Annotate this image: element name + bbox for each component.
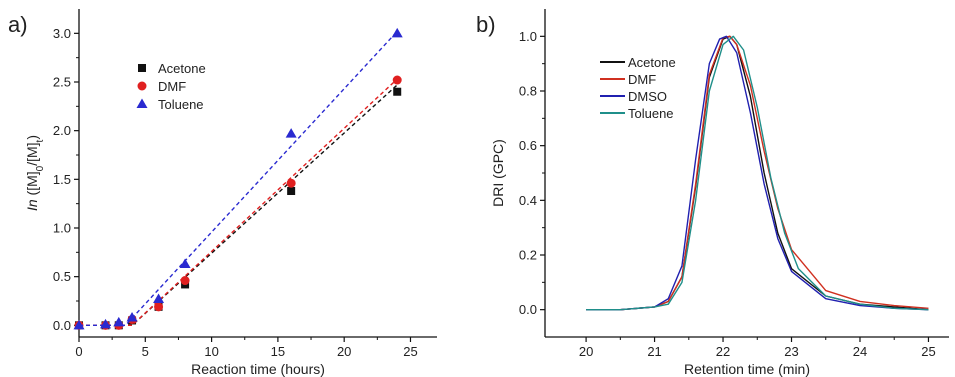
y-tick-label: 0.2 xyxy=(519,248,537,263)
y-tick-label: 0.5 xyxy=(53,269,71,284)
fit-line-toluene xyxy=(79,30,398,327)
panel-label: a) xyxy=(8,12,28,37)
marker-toluene xyxy=(285,128,297,138)
x-tick-label: 20 xyxy=(337,344,351,359)
x-tick-label: 20 xyxy=(579,344,593,359)
y-tick-label: 1.0 xyxy=(53,220,71,235)
y-axis-label-sub0: 0 xyxy=(35,165,46,171)
y-tick-label: 0.0 xyxy=(53,318,71,333)
x-tick-label: 0 xyxy=(75,344,82,359)
chart-gpc-traces: b) 20 21 22 23 24 25 0.0 0.2 0.4 0.6 0.8 1.0 Retentio… xyxy=(476,9,949,377)
x-tick-label: 22 xyxy=(716,344,730,359)
marker-toluene xyxy=(391,27,403,38)
panel-label: b) xyxy=(476,12,496,37)
legend-label-dmso: DMSO xyxy=(628,89,667,104)
marker-dmf xyxy=(286,178,296,188)
marker-toluene xyxy=(73,319,85,330)
legend-marker-toluene xyxy=(136,98,148,108)
x-tick-label: 25 xyxy=(921,344,935,359)
y-axis-label-close: ) xyxy=(24,135,40,140)
legend-label-acetone: Acetone xyxy=(158,61,206,76)
curve-dmso xyxy=(586,35,929,311)
y-axis-label-subt: t xyxy=(35,139,46,142)
marker-toluene xyxy=(179,258,191,269)
curve-dmf xyxy=(586,35,929,311)
y-tick-label: 1.5 xyxy=(53,172,71,187)
y-tick-label: 0.4 xyxy=(519,193,537,208)
marker-toluene xyxy=(100,318,112,329)
curve-toluene xyxy=(586,35,929,311)
legend-label-toluene: Toluene xyxy=(158,97,204,112)
y-tick-label: 3.0 xyxy=(53,26,71,41)
y-tick-label: 0.6 xyxy=(519,138,537,153)
marker-acetone xyxy=(287,187,296,196)
y-axis-label-pre: In xyxy=(24,199,40,211)
x-tick-label: 5 xyxy=(142,344,149,359)
legend-label-acetone: Acetone xyxy=(628,55,676,70)
y-axis-label-open: ([M] xyxy=(24,171,40,199)
marker-toluene xyxy=(113,316,125,327)
y-tick-label: 0.8 xyxy=(519,84,537,99)
legend-marker-dmf xyxy=(137,81,147,91)
marker-dmf xyxy=(154,302,164,312)
x-tick-label: 15 xyxy=(271,344,285,359)
marker-dmf xyxy=(180,276,190,286)
y-axis-label-mid: /[M] xyxy=(24,142,40,165)
legend-label-dmf: DMF xyxy=(158,79,186,94)
x-tick-label: 25 xyxy=(403,344,417,359)
marker-toluene xyxy=(126,312,138,322)
x-tick-label: 24 xyxy=(853,344,867,359)
y-tick-label: 2.5 xyxy=(53,74,71,89)
y-axis-label: In ([M]0/[M]t) xyxy=(24,135,46,211)
chart-reaction-kinetics: a) 0 5 10 15 20 25 0.0 0.5 1.0 1.5 2.0 2.5 3.0 Reactio… xyxy=(8,9,437,377)
x-axis-label: Reaction time (hours) xyxy=(191,361,325,377)
legend-label-toluene: Toluene xyxy=(628,106,674,121)
fit-line-acetone xyxy=(79,84,398,327)
legend-marker-acetone xyxy=(138,64,146,72)
fit-line-dmf xyxy=(79,78,398,327)
y-tick-label: 2.0 xyxy=(53,123,71,138)
y-tick-label: 1.0 xyxy=(519,29,537,44)
marker-toluene xyxy=(153,293,165,304)
marker-dmf xyxy=(392,75,402,85)
x-tick-label: 21 xyxy=(647,344,661,359)
x-tick-label: 23 xyxy=(784,344,798,359)
x-tick-label: 10 xyxy=(204,344,218,359)
x-axis-label: Retention time (min) xyxy=(684,361,810,377)
legend-label-dmf: DMF xyxy=(628,72,656,87)
y-tick-label: 0.0 xyxy=(519,302,537,317)
marker-acetone xyxy=(393,87,402,96)
y-axis-label: DRI (GPC) xyxy=(490,139,506,207)
